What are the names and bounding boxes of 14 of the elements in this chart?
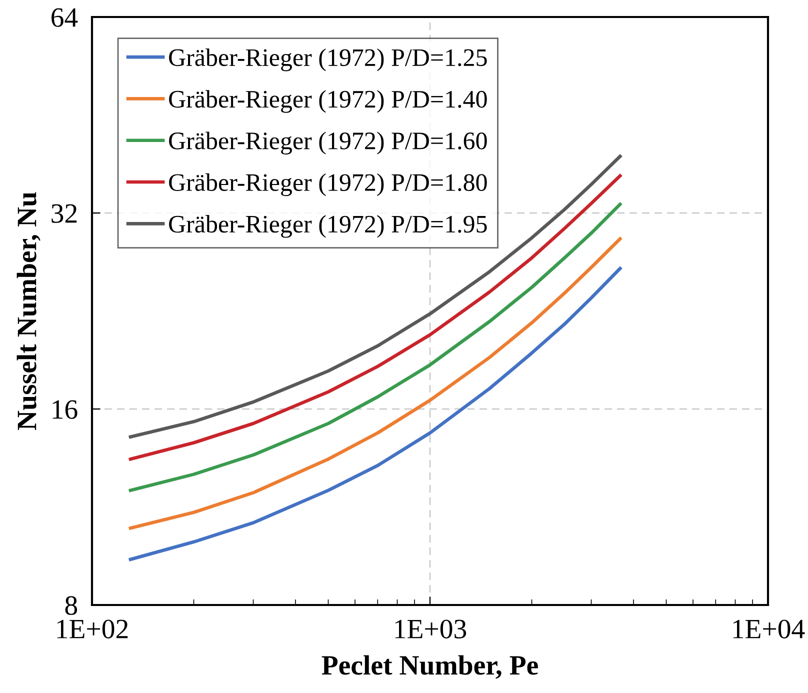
x-tick-label: 1E+03 (395, 620, 466, 638)
legend-label: Gräber-Rieger (1972) P/D=1.80 (169, 173, 487, 196)
x-axis-title: Peclet Number, Pe (322, 655, 538, 679)
legend-label: Gräber-Rieger (1972) P/D=1.25 (169, 48, 487, 72)
y-tick-label: 32 (52, 204, 77, 223)
y-tick-label: 16 (52, 400, 78, 419)
y-tick-label: 64 (52, 8, 78, 27)
y-tick-label: 8 (65, 596, 78, 615)
x-tick-label: 1E+02 (57, 620, 128, 638)
legend-label: Gräber-Rieger (1972) P/D=1.95 (169, 215, 487, 238)
legend-label: Gräber-Rieger (1972) P/D=1.40 (169, 90, 487, 113)
y-axis-title: Nusselt Number, Nu (16, 192, 40, 430)
x-tick-label: 1E+04 (733, 620, 805, 638)
legend-label: Gräber-Rieger (1972) P/D=1.60 (169, 132, 487, 155)
